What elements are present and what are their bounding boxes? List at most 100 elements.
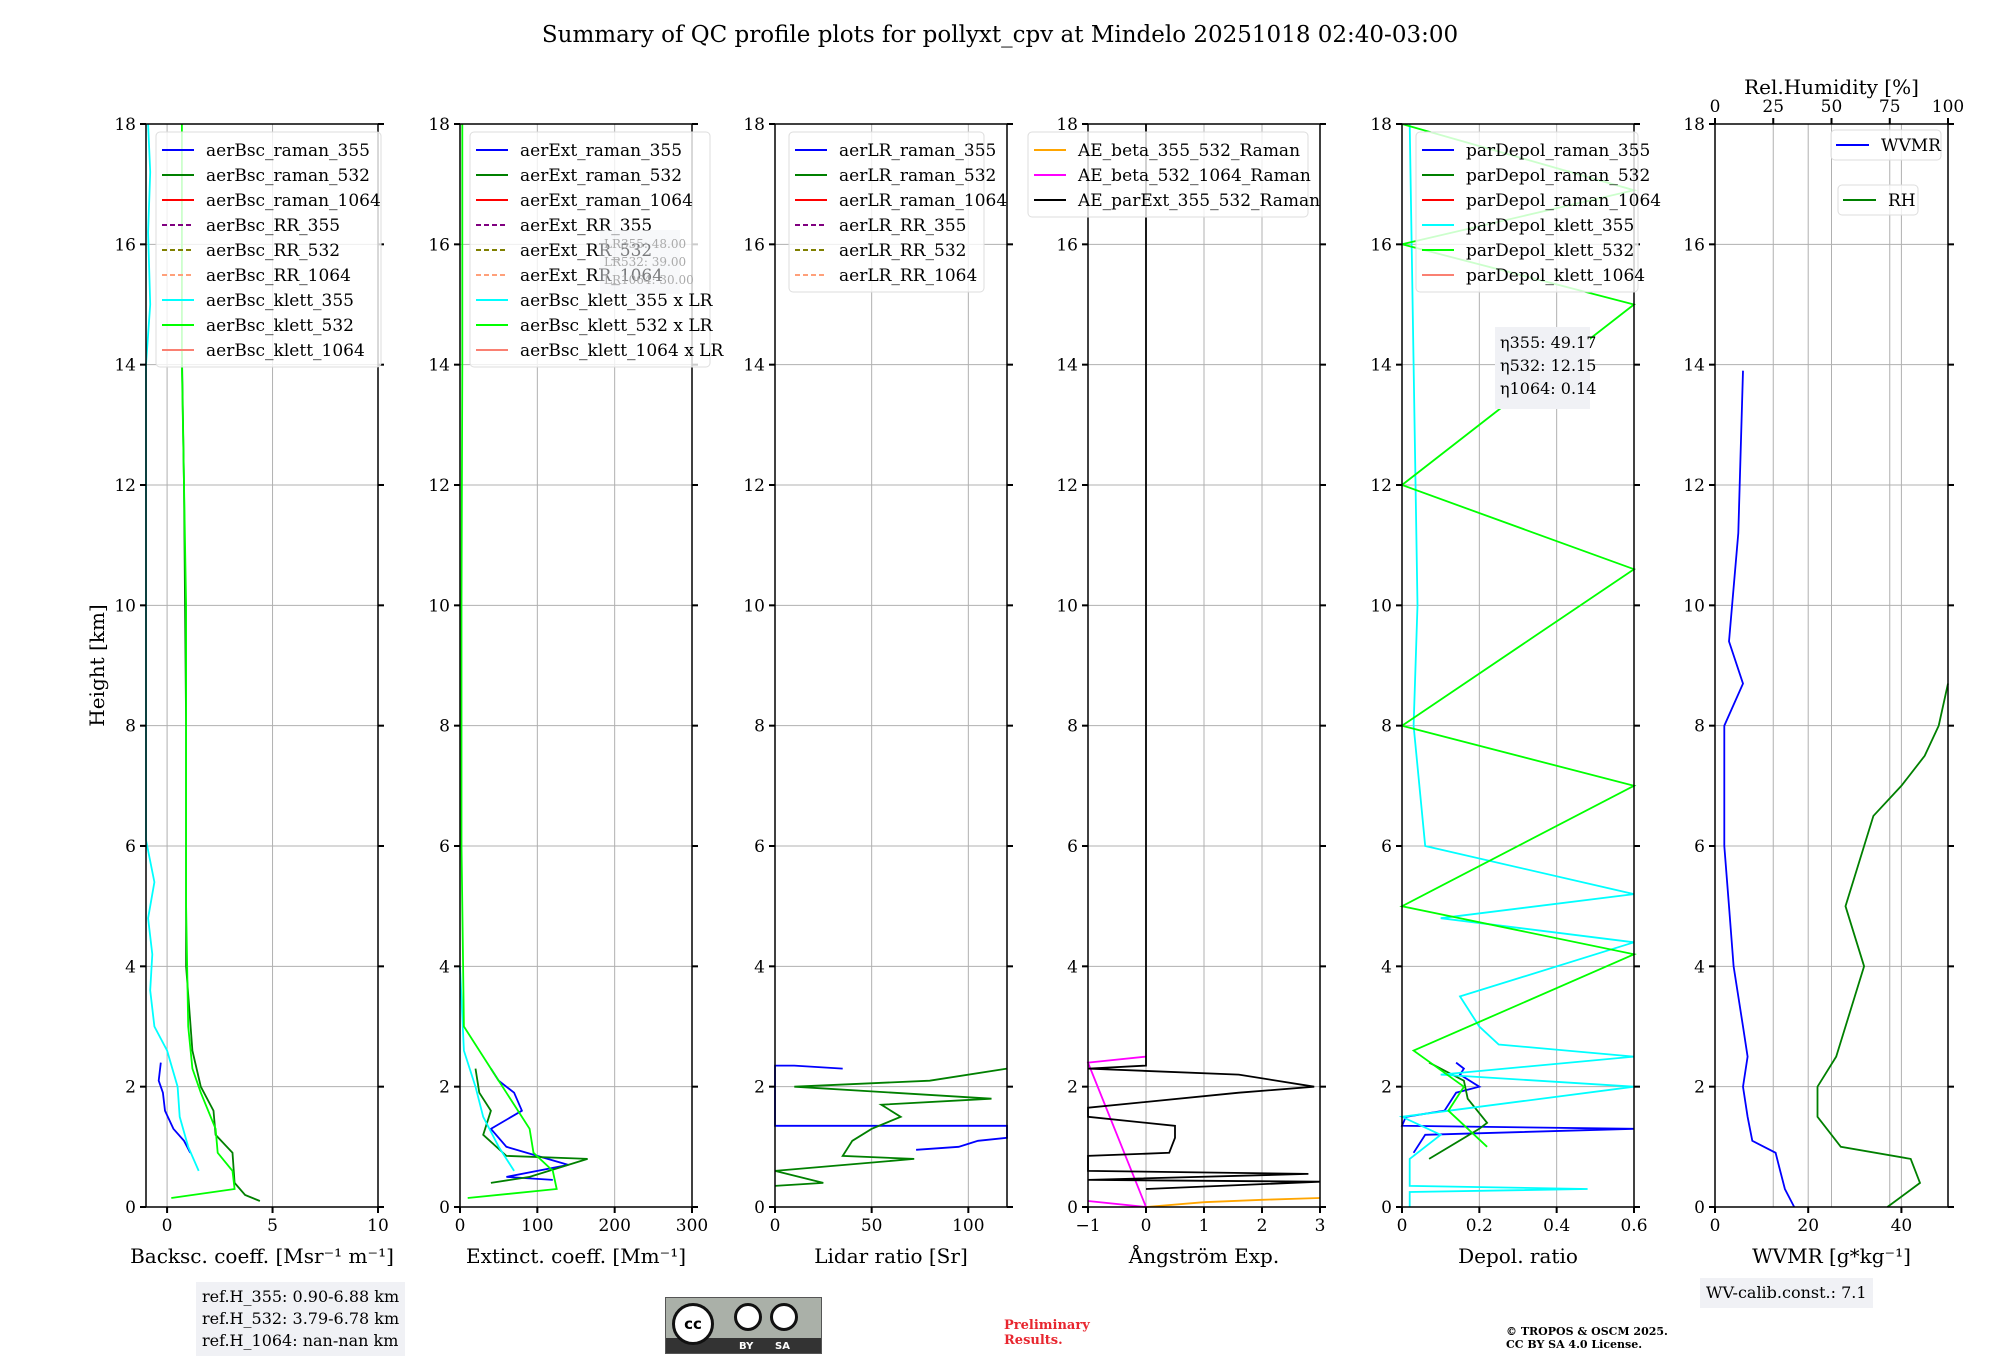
- y-tick-label: 4: [1694, 957, 1705, 977]
- legend-entry-label: aerBsc_klett_532: [206, 316, 354, 336]
- y-tick-label: 8: [125, 717, 136, 737]
- y-tick-label: 16: [428, 235, 450, 255]
- legend-entry-label: aerLR_raman_532: [839, 166, 996, 186]
- preliminary-line-1: Preliminary: [1004, 1318, 1090, 1333]
- copyright-line-1: © TROPOS & OSCM 2025.: [1506, 1325, 1668, 1338]
- x-tick-label: −1: [1075, 1216, 1100, 1236]
- attribution-person-icon: [734, 1303, 762, 1331]
- series-line-rh: [1816, 683, 1949, 1208]
- y-tick-label: 12: [743, 476, 765, 496]
- by-label: BY: [739, 1341, 754, 1352]
- x-axis-label: Ångström Exp.: [1128, 1243, 1279, 1268]
- y-tick-label: 6: [125, 837, 136, 857]
- y-tick-label: 14: [428, 356, 450, 376]
- lr-annotation-box: [600, 230, 680, 294]
- eta-annotation: η532: 12.15: [1500, 356, 1596, 375]
- y-tick-label: 14: [114, 356, 136, 376]
- legend-entry-label: aerBsc_RR_355: [206, 216, 340, 236]
- series-line-aerbsc-raman-355: [157, 1062, 192, 1154]
- axes-frame: [1401, 123, 1635, 1208]
- axes-frame: [774, 123, 1008, 1208]
- y-tick-label: 8: [754, 717, 765, 737]
- series-line-aerbsc-klett-532-x-lr: [460, 124, 558, 1199]
- lr-annotation: LR355: 48.00: [604, 237, 686, 251]
- y-tick-label: 18: [743, 115, 765, 135]
- y-tick-label: 8: [1694, 717, 1705, 737]
- legend-entry-label: aerLR_raman_1064: [839, 191, 1007, 211]
- x-axis-label: WVMR [g*kg⁻¹]: [1752, 1244, 1911, 1268]
- preliminary-line-2: Results.: [1004, 1333, 1063, 1348]
- legend-entry-label: parDepol_raman_355: [1466, 141, 1650, 161]
- x-tick-label: 100: [521, 1216, 553, 1236]
- y-tick-label: 10: [1056, 596, 1078, 616]
- y-tick-label: 12: [1683, 476, 1705, 496]
- legend-entry-label: aerBsc_raman_355: [206, 141, 370, 161]
- ref-height-1064: ref.H_1064: nan-nan km: [202, 1331, 399, 1350]
- legend-entry-label: aerBsc_raman_1064: [206, 191, 381, 211]
- legend-entry-label: parDepol_klett_355: [1466, 216, 1634, 236]
- y-tick-label: 18: [114, 115, 136, 135]
- x-tick-label: 0: [455, 1216, 466, 1236]
- x-tick-label: 200: [598, 1216, 630, 1236]
- panel-backscatter: 0 5 10 0 2 4 6 8 10 12 14 16 18 Backsc. coeff. [Msr⁻¹…: [85, 115, 394, 1268]
- top-x-tick-label: 100: [1932, 97, 1964, 117]
- y-tick-label: 18: [1370, 115, 1392, 135]
- y-tick-label: 4: [1067, 957, 1078, 977]
- series-line-aerbsc-klett-355-x-lr: [459, 966, 515, 1172]
- series-line-aerlr-raman-355: [774, 1064, 1008, 1151]
- y-tick-label: 16: [1683, 235, 1705, 255]
- legend-entry-label: aerBsc_klett_355: [206, 291, 354, 311]
- share-alike-icon: [770, 1303, 798, 1331]
- x-tick-label: 0.6: [1620, 1216, 1647, 1236]
- y-tick-label: 2: [439, 1078, 450, 1098]
- y-tick-label: 0: [125, 1198, 136, 1218]
- legend-entry-label: aerBsc_klett_355 x LR: [520, 291, 714, 311]
- y-tick-label: 2: [754, 1078, 765, 1098]
- top-x-tick-label: 50: [1821, 97, 1843, 117]
- copyright-note: © TROPOS & OSCM 2025. CC BY SA 4.0 Licen…: [1506, 1325, 1668, 1351]
- y-tick-label: 6: [1067, 837, 1078, 857]
- x-tick-label: 20: [1797, 1216, 1819, 1236]
- series-line-ae-beta-532-1064-raman: [1086, 1055, 1148, 1209]
- x-tick-label: 100: [952, 1216, 984, 1236]
- wv-calib-text: WV-calib.const.: 7.1: [1706, 1283, 1867, 1302]
- ref-height-box: ref.H_355: 0.90-6.88 km ref.H_532: 3.79-…: [196, 1282, 406, 1356]
- lr-annotation: LR532: 39.00: [604, 255, 686, 269]
- eta-annotation-box: [1495, 327, 1590, 409]
- y-tick-label: 2: [1067, 1078, 1078, 1098]
- y-tick-label: 16: [743, 235, 765, 255]
- y-tick-label: 0: [1067, 1198, 1078, 1218]
- legend-entry-label: aerLR_RR_1064: [839, 266, 977, 286]
- y-tick-label: 8: [1067, 717, 1078, 737]
- legend-box: [788, 131, 985, 293]
- legend-entry-label: parDepol_klett_532: [1466, 241, 1634, 261]
- ref-height-532: ref.H_532: 3.79-6.78 km: [202, 1309, 400, 1328]
- y-tick-label: 18: [1056, 115, 1078, 135]
- cc-badge-bar: [666, 1338, 821, 1353]
- series-line-aerbsc-klett-532: [171, 124, 236, 1199]
- legend-entry-label: parDepol_raman_1064: [1466, 191, 1661, 211]
- eta-annotation: η1064: 0.14: [1500, 379, 1596, 398]
- series-line-ae-parext-355-532-raman: [1087, 124, 1321, 1190]
- panel-lidar-ratio: 0 50 100 0 2 4 6 8 10 12 14 16 18 Lidar ratio [Sr] aer…: [743, 115, 1013, 1268]
- legend-entry-label: aerBsc_RR_1064: [206, 266, 351, 286]
- series-line-aerext-raman-532: [474, 1068, 588, 1184]
- legend-box: [1415, 131, 1639, 293]
- y-tick-label: 2: [1694, 1078, 1705, 1098]
- y-tick-label: 4: [125, 957, 136, 977]
- y-tick-label: 14: [1683, 356, 1705, 376]
- x-tick-label: 5: [267, 1216, 278, 1236]
- legend-entry-label: aerLR_raman_355: [839, 141, 996, 161]
- x-tick-label: 0.4: [1543, 1216, 1570, 1236]
- panel-depol: 0 0.2 0.4 0.6 0 2 4 6 8 10 12 14 16 18 Depol. ratio par…: [1370, 115, 1661, 1268]
- x-tick-label: 10: [367, 1216, 389, 1236]
- legend-entry-label: AE_parExt_355_532_Raman: [1077, 191, 1320, 211]
- y-tick-label: 14: [1056, 356, 1078, 376]
- legend-box: [1837, 184, 1919, 216]
- legend-box: [1027, 131, 1309, 218]
- panel-wvmr: 0 20 40 0 2 4 6 8 10 12 14 16 18 WVMR [g*kg⁻¹] 0 25 50 75…: [1683, 75, 1964, 1268]
- legend-entry-label: RH: [1888, 191, 1916, 211]
- top-x-tick-label: 25: [1762, 97, 1784, 117]
